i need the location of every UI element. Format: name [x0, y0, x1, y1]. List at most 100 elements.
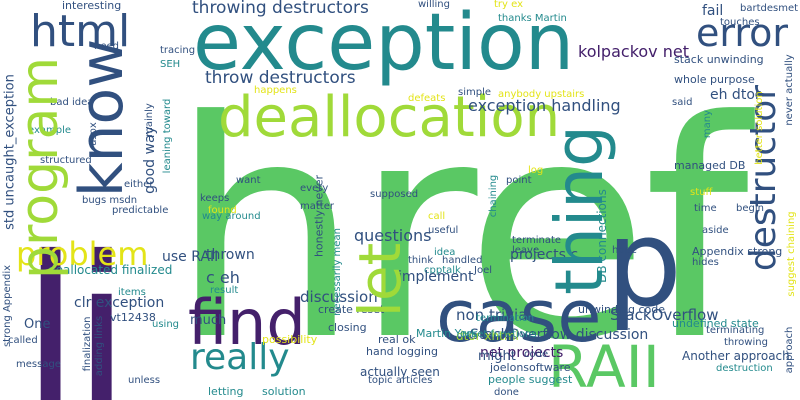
word-keeps: keeps — [200, 193, 230, 204]
word-possibility: possibility — [262, 333, 318, 346]
word-li: li — [20, 210, 132, 400]
word-might: might — [478, 349, 516, 364]
word-ll: implement — [398, 269, 474, 285]
word-code: code — [524, 349, 549, 360]
word-vt12438: vt12438 — [110, 311, 156, 324]
word-real-ok: real ok — [378, 333, 416, 346]
word-stack-unwinding: stack unwinding — [674, 53, 764, 66]
word-termination: termination — [476, 313, 535, 324]
word-using: using — [152, 319, 180, 330]
word-suggest-chaining: suggest chaining — [786, 211, 797, 297]
word-adding-links: adding links — [94, 315, 105, 377]
word-StackOverflow: StackOverflow — [610, 306, 719, 324]
word-defeats: defeats — [408, 93, 446, 104]
word-call: call — [428, 211, 446, 222]
word-Martin-York: Martin York — [416, 327, 478, 340]
word-deallocation: deallocation — [218, 85, 561, 150]
word-use-RAII: use RAII — [162, 249, 219, 265]
word-thrown: thrown — [206, 247, 255, 263]
word-handled: handled — [442, 255, 483, 266]
word-bartdesmet: bartdesmet — [740, 3, 799, 14]
word-actually-seen: actually seen — [360, 365, 440, 379]
word-much: much — [190, 313, 227, 328]
word-simple: simple — [458, 87, 492, 98]
word-exception-handling: exception handling — [468, 96, 621, 115]
word-SEH: SEH — [160, 59, 181, 70]
word-idea: idea — [434, 247, 456, 258]
word-dtor-xhtml: dtor xhtml — [456, 329, 519, 343]
word-result: result — [210, 285, 239, 296]
word-chaining: chaining — [488, 174, 499, 218]
word-net-projects: net projects — [480, 345, 564, 361]
word-terminating: terminating — [706, 325, 765, 336]
word-thing: program — [10, 57, 70, 279]
word-matter: matter — [300, 201, 334, 212]
word-problem: problem — [16, 235, 149, 273]
word-closing: closing — [328, 321, 367, 334]
word-unless: unless — [128, 375, 161, 386]
word-honestly-never: honestly never — [312, 174, 326, 258]
word-touches: touches — [720, 17, 760, 28]
word-willing: willing — [418, 0, 450, 10]
word-html: html — [30, 6, 131, 57]
word-never-actually: never actually — [784, 54, 795, 126]
word-message: message — [16, 359, 61, 370]
word-kolpackov-net: kolpackov net — [578, 42, 689, 61]
word-try-ex: try ex — [494, 0, 524, 10]
word-deallocated-finalized: deallocated finalized — [48, 263, 173, 277]
word-know: let — [346, 242, 414, 318]
word-Joel: Joel — [474, 265, 492, 276]
word-time: time — [694, 203, 717, 214]
word-StackOverflow-discussion: StackOverflow discussion — [470, 327, 649, 343]
word-hand-logging: hand logging — [366, 345, 438, 358]
word-hides: hides — [692, 257, 719, 268]
word-fail: fail — [702, 3, 724, 19]
word-case: case — [436, 274, 602, 358]
word-many: many — [702, 109, 713, 139]
word-anybody-upstairs: anybody upstairs — [498, 89, 585, 100]
word-questions: questions — [354, 226, 432, 245]
word-discussion: discussion — [300, 288, 378, 306]
word-done: done — [494, 387, 519, 398]
word-clr-exception: clr exception — [74, 295, 165, 311]
word-find: find — [188, 286, 306, 359]
word-approach: approach — [784, 326, 795, 374]
word-every: every — [300, 183, 329, 194]
word-eh-dtor: eh dtor — [710, 87, 761, 103]
word-think: think — [408, 255, 434, 266]
word-leave: leave — [512, 245, 540, 256]
word-p: p — [606, 195, 683, 334]
word-tracing: tracing — [160, 45, 196, 56]
word-need: need — [94, 41, 119, 52]
word-Another-approach: Another approach — [682, 349, 790, 363]
word-log: log — [528, 165, 544, 176]
word-hope: hope — [612, 245, 637, 256]
word-projects-c: projects c — [510, 247, 579, 263]
word-predictable: predictable — [112, 205, 169, 216]
word-leaning-toward: leaning toward — [162, 98, 173, 174]
word-unwinding-code: unwinding code — [578, 303, 665, 316]
word-destruction: destruction — [716, 363, 773, 374]
word-strong-Appendix: strong Appendix — [2, 264, 13, 348]
word-supposed: supposed — [370, 189, 419, 200]
word-managed-DB: managed DB — [674, 159, 746, 172]
word-whole-purpose: whole purpose — [674, 73, 755, 86]
word-begin: begin — [736, 203, 764, 214]
word-topic-articles: topic articles — [368, 375, 433, 386]
word-throwing: throwing — [724, 337, 768, 348]
word-terminate: terminate — [512, 235, 562, 246]
word-throwing-destructors: throwing destructors — [192, 0, 369, 18]
word-items: items — [118, 287, 146, 298]
word-undefined-state: undefined state — [672, 317, 759, 330]
word-finalization: finalization — [82, 316, 93, 372]
word-called: called — [8, 335, 38, 346]
word-useful: useful — [428, 225, 459, 236]
word-ql: good way — [142, 126, 158, 194]
word-href: href — [170, 57, 749, 400]
word-create-reset: create reset — [318, 303, 385, 316]
word-joelonsoftware: joelonsoftware — [490, 361, 571, 374]
word-aside: aside — [702, 225, 729, 236]
word-said: said — [672, 97, 693, 108]
word-bad-idea: bad idea — [50, 97, 94, 108]
